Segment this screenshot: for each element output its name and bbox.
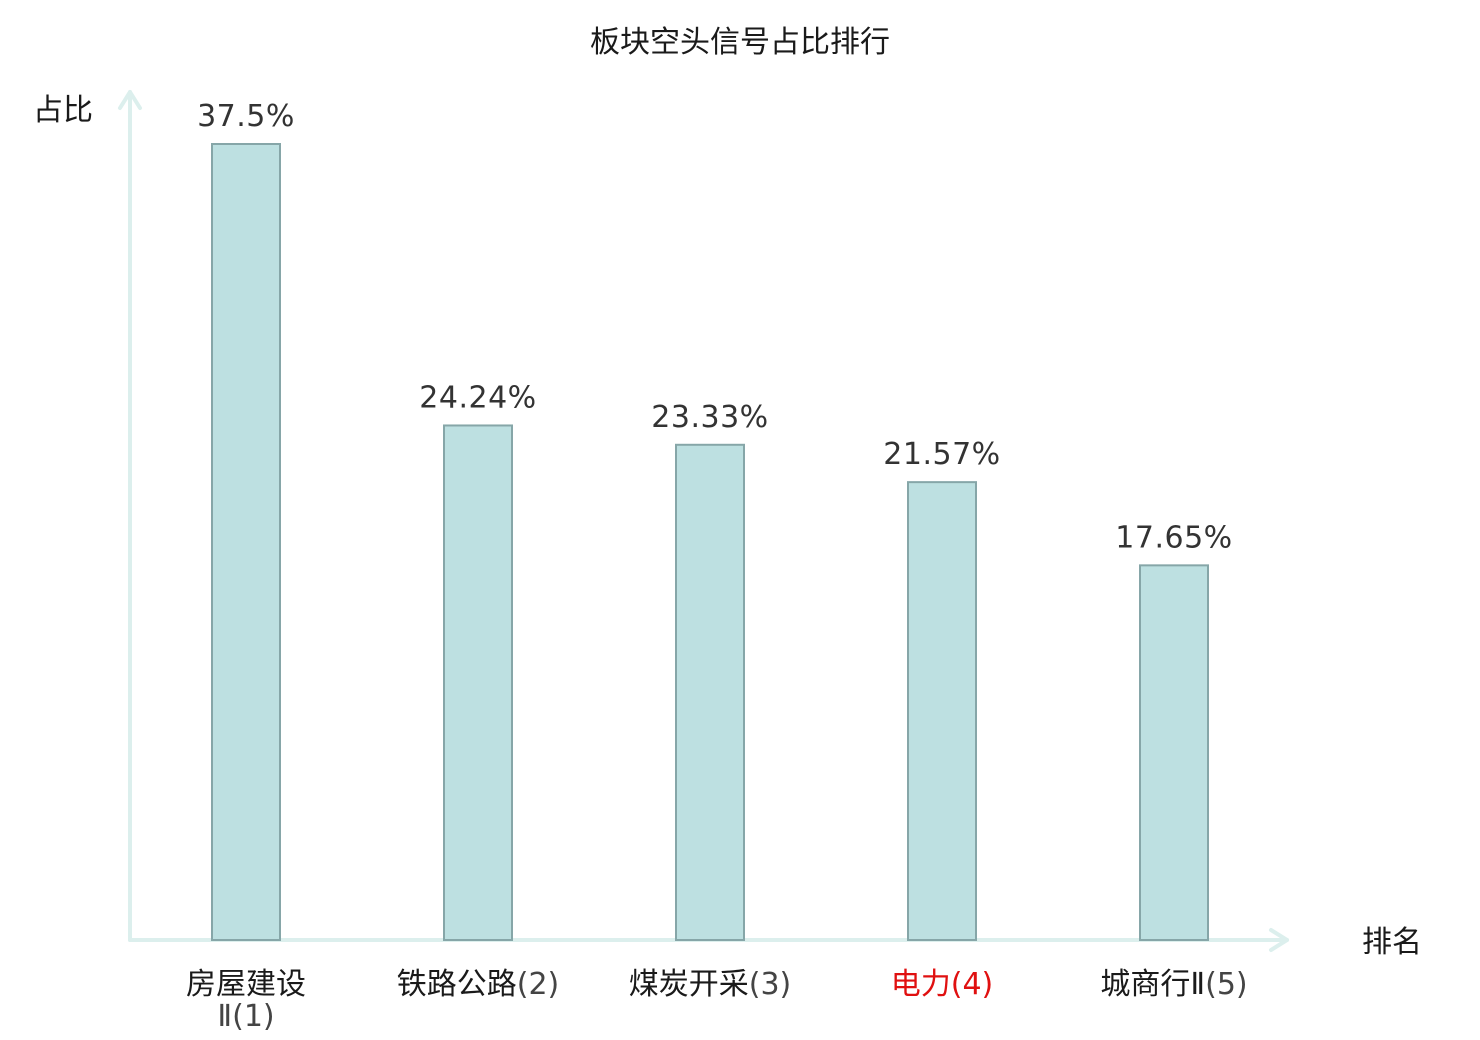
bar [1139,564,1209,941]
category-name: 房屋建设 [186,967,306,1002]
category-rank: (2) [517,967,560,1002]
bar [443,424,513,942]
category-label: 城商行Ⅱ(5) [1100,967,1247,1002]
bar-value-label: 23.33% [651,400,768,435]
category-label: 煤炭开采(3) [629,967,792,1002]
category-label: 房屋建设 Ⅱ(1) [186,967,306,1034]
bar [675,443,745,941]
category-name: 电力 [891,967,951,1002]
category-rank: Ⅱ(1) [217,999,274,1034]
category-name: 城商行Ⅱ [1100,967,1205,1002]
bar-value-label: 21.57% [883,437,1000,472]
x-axis-label: 排名 [1362,925,1422,960]
category-name: 铁路公路 [397,967,517,1002]
y-axis-arrow [118,90,142,110]
bar [907,481,977,941]
chart-title: 板块空头信号占比排行 [590,25,890,60]
category-label-group: 房屋建设 Ⅱ(1) 铁路公路(2) 煤炭开采(3) 电力(4) 城商行Ⅱ(5) [186,967,1248,1034]
bar [211,143,281,941]
bar-value-label: 24.24% [419,380,536,415]
category-name: 煤炭开采 [629,967,749,1002]
category-label: 铁路公路(2) [397,967,560,1002]
category-rank: (4) [951,967,994,1002]
category-label: 电力(4) [891,967,994,1002]
y-axis-label: 占比 [33,93,93,128]
value-label-group: 37.5% 24.24% 23.33% 21.57% 17.65% [197,99,1232,555]
category-rank: (3) [749,967,792,1002]
bar-value-label: 37.5% [197,99,295,134]
bar-value-label: 17.65% [1115,520,1232,555]
bar-group [211,143,1209,942]
x-axis-arrow [1269,928,1289,952]
category-rank: (5) [1205,967,1248,1002]
